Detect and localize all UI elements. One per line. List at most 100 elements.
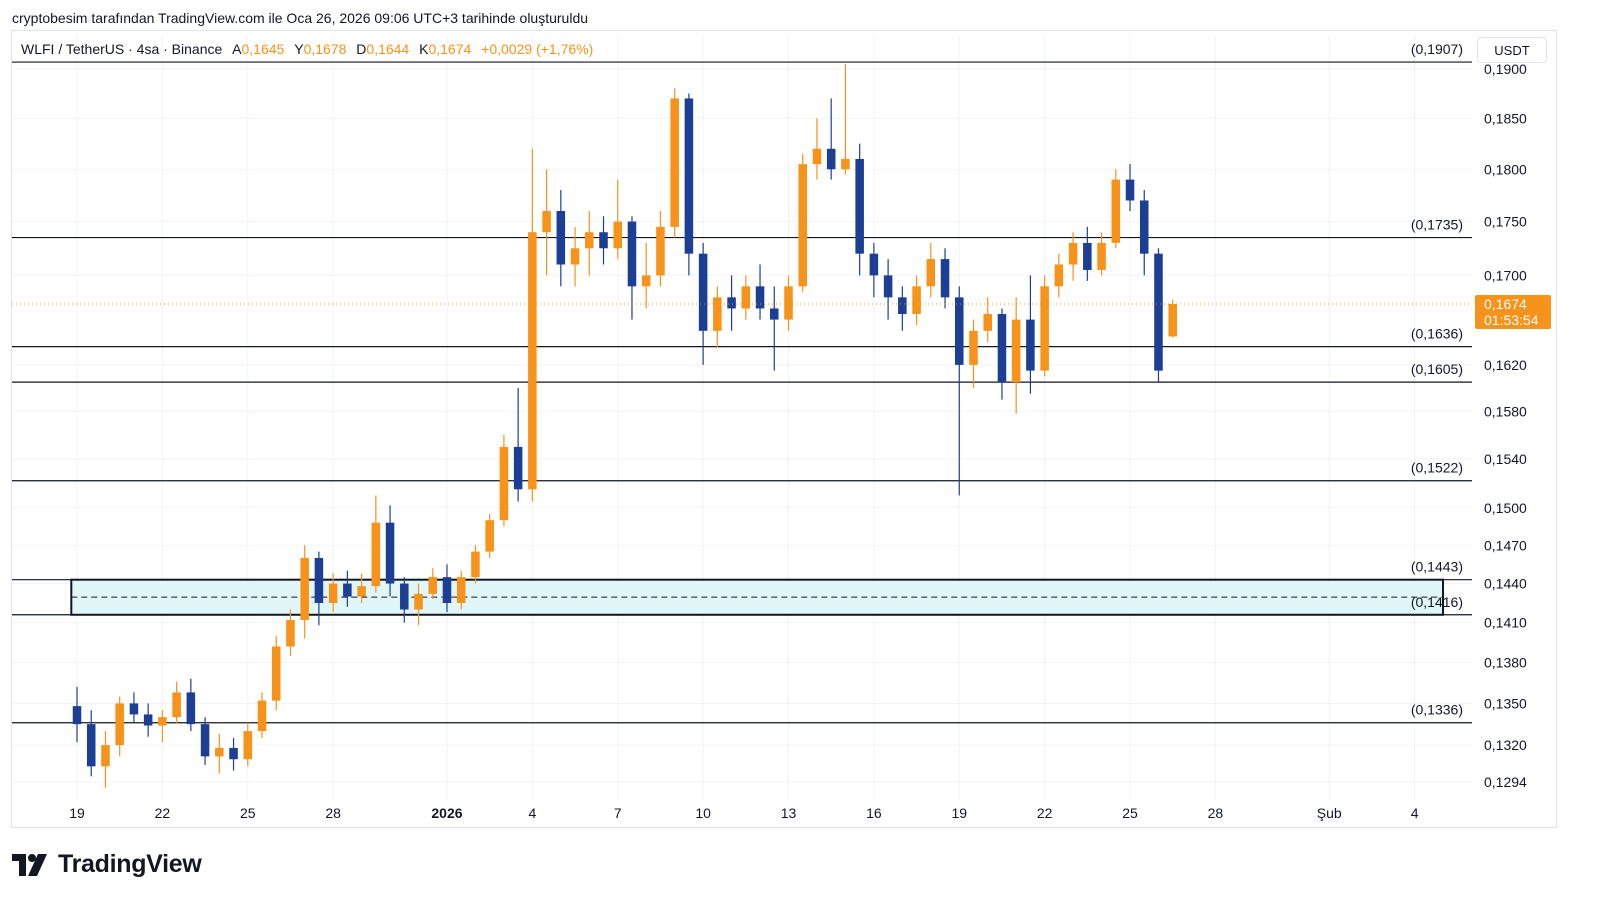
candle-body xyxy=(1083,242,1092,270)
candle-body xyxy=(940,259,950,298)
y-tick-label: 0,1380 xyxy=(1484,655,1527,671)
y-tick-label: 0,1470 xyxy=(1484,537,1527,553)
high-label: Y xyxy=(294,41,304,57)
candle-body xyxy=(1097,242,1106,270)
candle-body xyxy=(570,248,580,265)
candle-body xyxy=(641,275,651,287)
y-tick-label: 0,1540 xyxy=(1484,451,1527,467)
candle-body xyxy=(101,745,110,767)
candle-body xyxy=(428,577,438,594)
candle-body xyxy=(328,583,338,604)
close-label: K xyxy=(419,41,429,57)
last-price-tag xyxy=(1475,295,1551,330)
y-tick-label: 0,1320 xyxy=(1484,737,1527,753)
candle-body xyxy=(656,226,665,276)
candle-body xyxy=(670,98,679,227)
x-tick-label: 19 xyxy=(69,805,85,821)
candle-body xyxy=(585,232,594,249)
candle-body xyxy=(300,557,309,621)
candle-body xyxy=(200,724,210,757)
x-tick-label: Şub xyxy=(1317,805,1342,821)
x-tick-label: 2026 xyxy=(431,805,462,821)
chart-caption: cryptobesim tarafından TradingView.com i… xyxy=(12,10,589,26)
price-levels: (0,1907) (0,1735) (0,1636) (0,1605) (0,1522)… xyxy=(12,41,1472,724)
candle-body xyxy=(1168,304,1177,337)
candle-body xyxy=(1026,319,1035,371)
y-tick-label: 0,1350 xyxy=(1484,695,1527,711)
x-tick-label: 10 xyxy=(695,805,711,821)
price-axis[interactable]: 0,1900 0,1850 0,1800 0,1750 0,1700 0,1620 0,15… xyxy=(1484,61,1527,790)
price-level-label: (0,1443) xyxy=(1411,559,1463,575)
y-tick-label: 0,1900 xyxy=(1484,61,1527,77)
candle-body xyxy=(471,551,480,578)
candle-body xyxy=(186,692,196,725)
candle-body xyxy=(271,646,281,701)
x-tick-label: 4 xyxy=(528,805,536,821)
candle-body xyxy=(1111,179,1121,243)
x-tick-label: 25 xyxy=(240,805,256,821)
x-tick-label: 7 xyxy=(614,805,622,821)
low-label: D xyxy=(356,41,367,57)
currency-button[interactable]: USDT xyxy=(1477,37,1547,63)
candle-body xyxy=(841,158,850,170)
price-level-label: (0,1636) xyxy=(1411,326,1463,342)
y-tick-label: 0,1700 xyxy=(1484,267,1527,283)
candle-body xyxy=(229,747,238,760)
candle-body xyxy=(115,703,124,746)
candle-body xyxy=(627,221,637,287)
candle-body xyxy=(770,308,779,320)
candle-body xyxy=(912,286,921,315)
candle-body xyxy=(442,577,452,604)
symbol-title[interactable]: WLFI / TetherUS · 4sa · Binance xyxy=(21,41,223,57)
candle-body xyxy=(1011,319,1021,383)
candle-body xyxy=(528,232,537,490)
candle-body xyxy=(371,522,381,587)
symbol-legend: WLFI / TetherUS · 4sa · Binance A0,1645 … xyxy=(21,41,593,57)
candle-body xyxy=(812,148,822,165)
candle-body xyxy=(499,446,509,521)
candle-body xyxy=(599,232,608,249)
candle-body xyxy=(1125,179,1135,201)
x-tick-label: 13 xyxy=(781,805,797,821)
time-axis[interactable]: 19 22 25 28 2026 4 7 10 13 16 19 22 25 28 Şub 4 xyxy=(69,805,1419,821)
candle-body xyxy=(997,314,1007,383)
candle-body xyxy=(314,557,324,604)
x-tick-label: 19 xyxy=(951,805,967,821)
brand[interactable]: TradingView xyxy=(12,850,202,879)
y-tick-label: 0,1850 xyxy=(1484,110,1527,126)
candle-body xyxy=(983,314,992,331)
candle-body xyxy=(727,297,736,309)
open-value: 0,1645 xyxy=(241,41,285,57)
y-tick-label: 0,1410 xyxy=(1484,615,1527,631)
candle-body xyxy=(684,98,694,254)
close-value: 0,1674 xyxy=(428,41,472,57)
candle-body xyxy=(513,446,523,490)
high-value: 0,1678 xyxy=(303,41,347,57)
candle-body xyxy=(883,275,893,298)
candle-body xyxy=(286,620,295,647)
candle-body xyxy=(456,577,466,604)
candle-body xyxy=(1054,264,1064,287)
x-tick-label: 25 xyxy=(1122,805,1138,821)
candle-body xyxy=(357,586,366,597)
chart-pane[interactable] xyxy=(11,30,1557,828)
candle-body xyxy=(784,286,793,320)
y-tick-label: 0,1440 xyxy=(1484,576,1527,592)
candles xyxy=(72,64,1177,788)
candle-body xyxy=(1068,242,1078,265)
candle-body xyxy=(385,522,395,584)
grid xyxy=(12,35,1472,800)
candle-body xyxy=(713,297,722,331)
candle-body xyxy=(72,706,82,725)
tradingview-logo-icon xyxy=(12,853,47,876)
y-tick-label: 0,1580 xyxy=(1484,403,1527,419)
last-price-countdown: 01:53:54 xyxy=(1484,312,1539,328)
candle-body xyxy=(158,717,167,726)
candle-body xyxy=(869,253,879,276)
change-value: +0,0029 (+1,76%) xyxy=(481,41,594,57)
candle-body xyxy=(143,714,153,726)
candle-body xyxy=(129,703,139,715)
x-tick-label: 22 xyxy=(1037,805,1053,821)
